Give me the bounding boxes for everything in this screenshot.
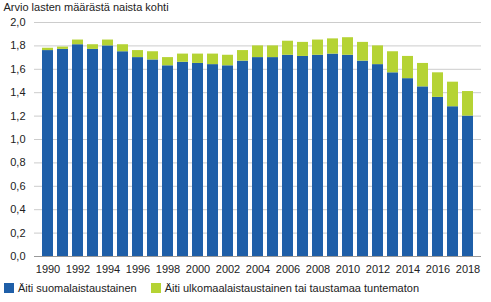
svg-text:Arvio lasten määrästä naista k: Arvio lasten määrästä naista kohti	[4, 1, 169, 13]
svg-text:1994: 1994	[96, 263, 120, 275]
svg-text:1998: 1998	[156, 263, 180, 275]
svg-text:2012: 2012	[366, 263, 390, 275]
svg-text:2004: 2004	[246, 263, 270, 275]
svg-text:2014: 2014	[396, 263, 420, 275]
svg-text:0,0: 0,0	[10, 250, 25, 262]
svg-text:2006: 2006	[276, 263, 300, 275]
svg-text:0,8: 0,8	[10, 156, 25, 168]
svg-text:2016: 2016	[426, 263, 450, 275]
svg-text:2018: 2018	[456, 263, 480, 275]
svg-text:1,6: 1,6	[10, 63, 25, 75]
svg-text:0,6: 0,6	[10, 180, 25, 192]
html-text:Äiti suomalaistaustainen: Äiti suomalaistaustainen	[18, 282, 137, 294]
svg-text:0,2: 0,2	[10, 227, 25, 239]
svg-text:0,4: 0,4	[10, 203, 25, 215]
svg-text:1992: 1992	[66, 263, 90, 275]
svg-text:2010: 2010	[336, 263, 360, 275]
svg-text:1,4: 1,4	[10, 86, 25, 98]
svg-text:2,0: 2,0	[10, 16, 25, 28]
svg-text:1990: 1990	[36, 263, 60, 275]
svg-text:1,0: 1,0	[10, 133, 25, 145]
svg-text:1,2: 1,2	[10, 110, 25, 122]
svg-text:1,8: 1,8	[10, 39, 25, 51]
svg-text:2000: 2000	[186, 263, 210, 275]
html-text:Äiti ulkomaalaistaustainen tai: Äiti ulkomaalaistaustainen tai taustamaa…	[164, 282, 419, 294]
svg-text:1996: 1996	[126, 263, 150, 275]
svg-text:2008: 2008	[306, 263, 330, 275]
svg-text:2002: 2002	[216, 263, 240, 275]
